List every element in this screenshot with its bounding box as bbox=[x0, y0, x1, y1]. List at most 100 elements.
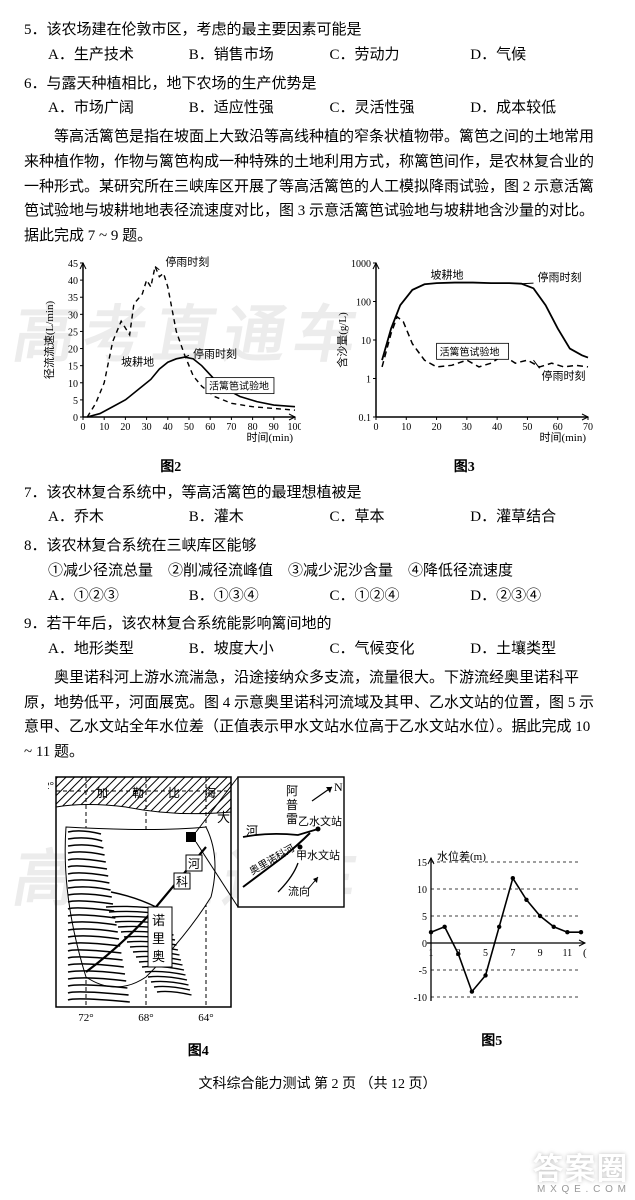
svg-text:诺: 诺 bbox=[152, 913, 165, 928]
q9-opt-b: B．坡度大小 bbox=[189, 637, 330, 662]
svg-text:7: 7 bbox=[510, 948, 515, 959]
p2-l4: ~ 11 题。 bbox=[24, 740, 611, 765]
q5-stem: 5．该农场建在伦敦市区，考虑的最主要因素可能是 bbox=[24, 18, 611, 43]
p1-l4: 笆试验地与坡耕地地表径流速度对比，图 3 示意活篱笆试验地与坡耕地含沙量的对比。 bbox=[24, 199, 611, 224]
svg-text:-10: -10 bbox=[413, 993, 426, 1004]
svg-text:10: 10 bbox=[361, 336, 371, 347]
q9-opt-a: A．地形类型 bbox=[48, 637, 189, 662]
svg-text:20: 20 bbox=[432, 422, 442, 433]
q7-options: A．乔木 B．灌木 C．草本 D．灌草结合 bbox=[24, 505, 611, 530]
p1-l3: 一种形式。某研究所在三峡库区开展了等高活篱笆的人工模拟降雨试验，图 2 示意活篱 bbox=[24, 175, 611, 200]
q6-opt-b: B．适应性强 bbox=[189, 96, 330, 121]
svg-text:0.1: 0.1 bbox=[359, 413, 372, 424]
svg-text:40: 40 bbox=[492, 422, 502, 433]
q8-opt-d: D．②③④ bbox=[470, 584, 611, 609]
svg-text:活篱笆试验地: 活篱笆试验地 bbox=[209, 379, 269, 392]
svg-text:25: 25 bbox=[68, 327, 78, 338]
svg-text:11: 11 bbox=[562, 948, 572, 959]
svg-text:0: 0 bbox=[80, 422, 85, 433]
figure-2-caption: 图2 bbox=[41, 456, 301, 479]
svg-text:停雨时刻: 停雨时刻 bbox=[542, 368, 586, 382]
passage-2: 奥里诺科河上游水流湍急，沿途接纳众多支流，流量很大。下游流经奥里诺科平 原，地势… bbox=[24, 666, 611, 765]
figure-3-chart: 0.11101001000010203040506070含沙量(g/L)时间(m… bbox=[334, 255, 594, 445]
svg-text:1: 1 bbox=[366, 374, 371, 385]
figure-4-map: 加 勒 比 海12°72°68°64°大诺里奥科河N阿普雷河乙水文站甲水文站奥里… bbox=[48, 769, 348, 1029]
svg-text:30: 30 bbox=[462, 422, 472, 433]
svg-text:60: 60 bbox=[205, 422, 215, 433]
q9-stem: 9．若干年后，该农林复合系统能影响篱间地的 bbox=[24, 612, 611, 637]
svg-text:停雨时刻: 停雨时刻 bbox=[165, 255, 209, 268]
svg-text:流向: 流向 bbox=[288, 884, 310, 898]
figure-row-1: 高考直通车 0510152025303540450102030405060708… bbox=[24, 255, 611, 479]
figure-2-box: 0510152025303540450102030405060708090100… bbox=[41, 255, 301, 479]
q5-opt-a: A．生产技术 bbox=[48, 43, 189, 68]
p1-l1: 等高活篱笆是指在坡面上大致沿等高线种植的窄条状植物带。篱笆之间的土地常用 bbox=[24, 125, 611, 150]
svg-text:20: 20 bbox=[68, 344, 78, 355]
svg-text:奥: 奥 bbox=[152, 949, 165, 964]
svg-text:阿: 阿 bbox=[286, 784, 298, 798]
figure-5-box: -10-50510151357911水位差(m)(月) 图5 bbox=[397, 844, 587, 1053]
svg-text:0: 0 bbox=[374, 422, 379, 433]
svg-text:10: 10 bbox=[68, 379, 78, 390]
svg-text:64°: 64° bbox=[199, 1012, 214, 1024]
q7-opt-d: D．灌草结合 bbox=[470, 505, 611, 530]
svg-text:5: 5 bbox=[483, 948, 488, 959]
svg-text:35: 35 bbox=[68, 293, 78, 304]
q7-opt-a: A．乔木 bbox=[48, 505, 189, 530]
q7-opt-b: B．灌木 bbox=[189, 505, 330, 530]
svg-text:0: 0 bbox=[73, 413, 78, 424]
question-5: 5．该农场建在伦敦市区，考虑的最主要因素可能是 A．生产技术 B．销售市场 C．… bbox=[24, 18, 611, 68]
svg-text:河: 河 bbox=[188, 857, 200, 871]
svg-text:加 勒 比 海: 加 勒 比 海 bbox=[96, 785, 222, 800]
svg-text:40: 40 bbox=[68, 276, 78, 287]
svg-text:10: 10 bbox=[417, 885, 427, 896]
q6-opt-c: C．灵活性强 bbox=[330, 96, 471, 121]
q8-sub: ①减少径流总量 ②削减径流峰值 ③减少泥沙含量 ④降低径流速度 bbox=[24, 559, 611, 584]
q6-options: A．市场广阔 B．适应性强 C．灵活性强 D．成本较低 bbox=[24, 96, 611, 121]
svg-text:乙水文站: 乙水文站 bbox=[298, 814, 342, 828]
figure-4-caption: 图4 bbox=[48, 1040, 348, 1063]
q6-opt-a: A．市场广阔 bbox=[48, 96, 189, 121]
svg-text:5: 5 bbox=[73, 396, 78, 407]
svg-text:68°: 68° bbox=[139, 1012, 154, 1024]
svg-text:(月): (月) bbox=[583, 947, 587, 959]
q8-opt-c: C．①②④ bbox=[330, 584, 471, 609]
svg-text:70: 70 bbox=[226, 422, 236, 433]
p2-l1: 奥里诺科河上游水流湍急，沿途接纳众多支流，流量很大。下游流经奥里诺科平 bbox=[24, 666, 611, 691]
svg-text:30: 30 bbox=[141, 422, 151, 433]
svg-text:里: 里 bbox=[152, 931, 165, 946]
svg-text:-5: -5 bbox=[418, 966, 426, 977]
question-8: 8．该农林复合系统在三峡库区能够 ①减少径流总量 ②削减径流峰值 ③减少泥沙含量… bbox=[24, 534, 611, 608]
q5-opt-c: C．劳动力 bbox=[330, 43, 471, 68]
p2-l3: 意甲、乙水文站全年水位差（正值表示甲水文站水位高于乙水文站水位）。据此完成 10 bbox=[24, 715, 611, 740]
q8-options: A．①②③ B．①③④ C．①②④ D．②③④ bbox=[24, 584, 611, 609]
q5-opt-d: D．气候 bbox=[470, 43, 611, 68]
figure-4-box: 加 勒 比 海12°72°68°64°大诺里奥科河N阿普雷河乙水文站甲水文站奥里… bbox=[48, 769, 348, 1063]
svg-text:N: N bbox=[334, 780, 343, 794]
svg-text:45: 45 bbox=[68, 259, 78, 270]
svg-text:甲水文站: 甲水文站 bbox=[296, 848, 340, 862]
svg-text:30: 30 bbox=[68, 310, 78, 321]
svg-text:20: 20 bbox=[120, 422, 130, 433]
svg-text:100: 100 bbox=[356, 297, 371, 308]
q6-stem: 6．与露天种植相比，地下农场的生产优势是 bbox=[24, 72, 611, 97]
svg-text:40: 40 bbox=[163, 422, 173, 433]
figure-3-box: 0.11101001000010203040506070含沙量(g/L)时间(m… bbox=[334, 255, 594, 479]
figure-5-chart: -10-50510151357911水位差(m)(月) bbox=[397, 844, 587, 1019]
page-footer: 文科综合能力测试 第 2 页 （共 12 页） bbox=[24, 1073, 611, 1096]
svg-text:径流流速(L/min): 径流流速(L/min) bbox=[42, 300, 56, 379]
q5-options: A．生产技术 B．销售市场 C．劳动力 D．气候 bbox=[24, 43, 611, 68]
svg-text:1: 1 bbox=[428, 948, 433, 959]
figure-2-chart: 0510152025303540450102030405060708090100… bbox=[41, 255, 301, 445]
svg-text:1000: 1000 bbox=[351, 259, 371, 270]
svg-text:含沙量(g/L): 含沙量(g/L) bbox=[335, 312, 349, 368]
q9-options: A．地形类型 B．坡度大小 C．气候变化 D．土壤类型 bbox=[24, 637, 611, 662]
corner-sub-watermark: M X Q E . C O M bbox=[537, 1182, 627, 1199]
svg-text:坡耕地: 坡耕地 bbox=[121, 354, 154, 368]
svg-text:水位差(m): 水位差(m) bbox=[437, 849, 486, 863]
q9-opt-d: D．土壤类型 bbox=[470, 637, 611, 662]
svg-text:15: 15 bbox=[68, 361, 78, 372]
q8-stem: 8．该农林复合系统在三峡库区能够 bbox=[24, 534, 611, 559]
svg-text:时间(min): 时间(min) bbox=[246, 431, 293, 444]
svg-text:72°: 72° bbox=[79, 1012, 94, 1024]
